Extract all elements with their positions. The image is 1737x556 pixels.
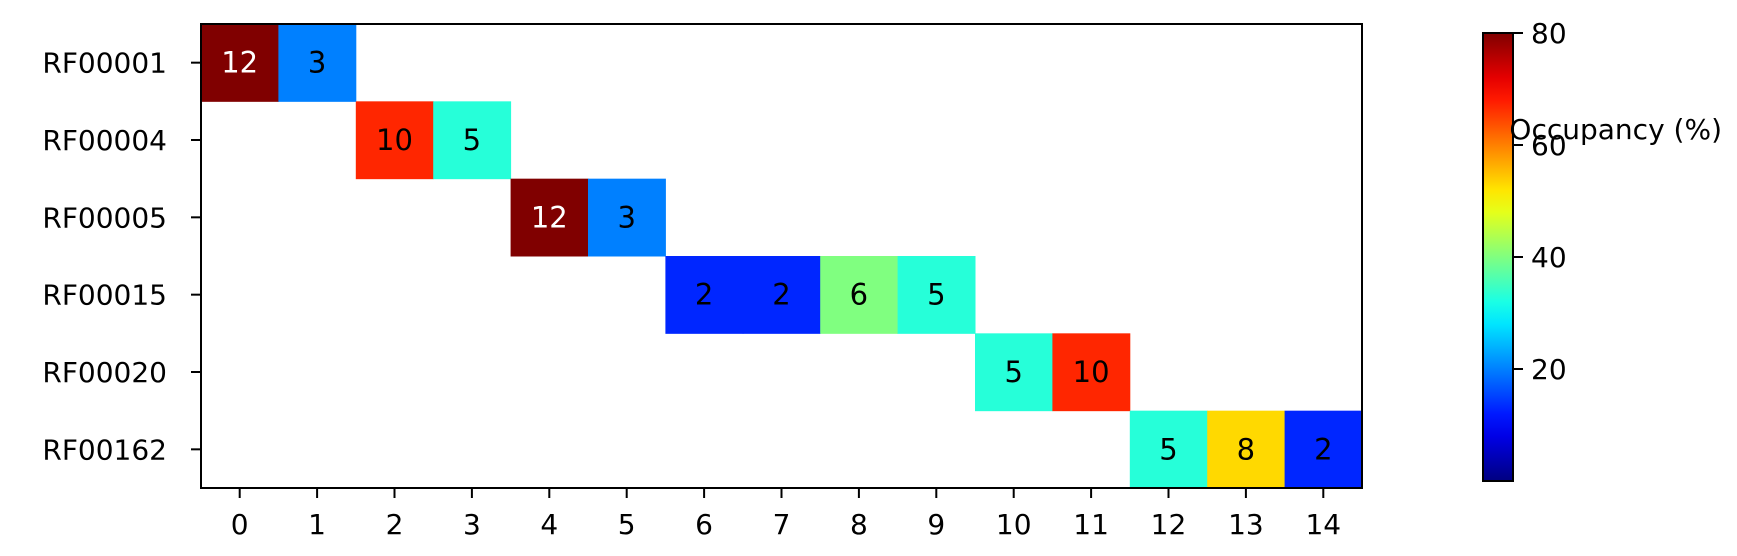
x-tick-label: 2	[386, 508, 404, 541]
x-tick-label: 5	[618, 508, 636, 541]
heatmap-cell	[742, 256, 821, 334]
x-tick-label: 9	[927, 508, 945, 541]
x-tick-label: 6	[695, 508, 713, 541]
y-tick-label: RF00015	[42, 279, 167, 312]
cell-label: 2	[1314, 432, 1332, 466]
heatmap-cell	[665, 256, 744, 334]
y-tick-label: RF00162	[42, 433, 167, 466]
cell-label: 5	[927, 278, 945, 312]
heatmap-cell	[975, 333, 1053, 412]
y-tick-label: RF00004	[42, 124, 167, 157]
heatmap-cell	[355, 101, 434, 180]
x-tick-label: 11	[1073, 508, 1109, 541]
heatmap-cell	[278, 24, 357, 102]
cell-label: 6	[850, 278, 868, 312]
x-tick-label: 14	[1305, 508, 1341, 541]
x-tick-label: 3	[463, 508, 481, 541]
colorbar-label: Occupancy (%)	[1509, 113, 1722, 146]
colorbar-tick-label: 20	[1531, 353, 1567, 386]
heatmap-cell	[1284, 410, 1363, 489]
cell-label: 2	[772, 278, 790, 312]
x-tick-label: 13	[1228, 508, 1264, 541]
cell-label: 5	[1004, 355, 1022, 389]
cell-labels: 12 3 10 5 12 3 2 2 6 5 5 10 5 8 2	[221, 46, 1332, 467]
x-axis: 0 1 2 3 4 5 6 7 8 9 10 11 12 13 14	[231, 488, 1341, 541]
cell-label: 2	[695, 278, 713, 312]
cell-label: 3	[617, 200, 635, 234]
heatmap-cell	[820, 256, 899, 334]
x-tick-label: 0	[231, 508, 249, 541]
cell-label: 12	[531, 200, 568, 234]
y-tick-label: RF00001	[42, 47, 167, 80]
colorbar-tick-label: 40	[1531, 241, 1567, 274]
cell-label: 5	[1159, 432, 1177, 466]
y-tick-label: RF00005	[42, 201, 167, 234]
x-tick-label: 1	[308, 508, 326, 541]
heatmap-cell	[1207, 410, 1286, 489]
heatmap-cell	[897, 256, 976, 334]
colorbar-tick-label: 80	[1531, 17, 1567, 50]
cell-label: 10	[376, 123, 413, 157]
y-tick-label: RF00020	[42, 356, 167, 389]
x-tick-label: 12	[1151, 508, 1187, 541]
heatmap-cell	[201, 24, 279, 102]
heatmap-cell	[588, 178, 666, 257]
cell-label: 3	[308, 46, 326, 80]
cell-label: 8	[1237, 432, 1255, 466]
x-tick-label: 4	[540, 508, 558, 541]
cell-label: 12	[221, 46, 258, 80]
heatmap-cells	[201, 24, 1363, 489]
heatmap-cell	[510, 178, 589, 257]
cell-label: 10	[1073, 355, 1110, 389]
colorbar-gradient	[1482, 32, 1514, 482]
heatmap-cell	[433, 101, 512, 180]
colorbar-tick-label: 60	[1531, 129, 1567, 162]
colorbar: 20 40 60 80 Occupancy (%)	[1482, 17, 1722, 482]
y-axis: RF00001 RF00004 RF00005 RF00015 RF00020 RF001…	[42, 47, 201, 466]
x-tick-label: 7	[773, 508, 791, 541]
heatmap-cell	[1129, 410, 1208, 489]
cell-label: 5	[463, 123, 481, 157]
x-tick-label: 10	[996, 508, 1032, 541]
x-tick-label: 8	[850, 508, 868, 541]
heatmap-cell	[1052, 333, 1131, 412]
